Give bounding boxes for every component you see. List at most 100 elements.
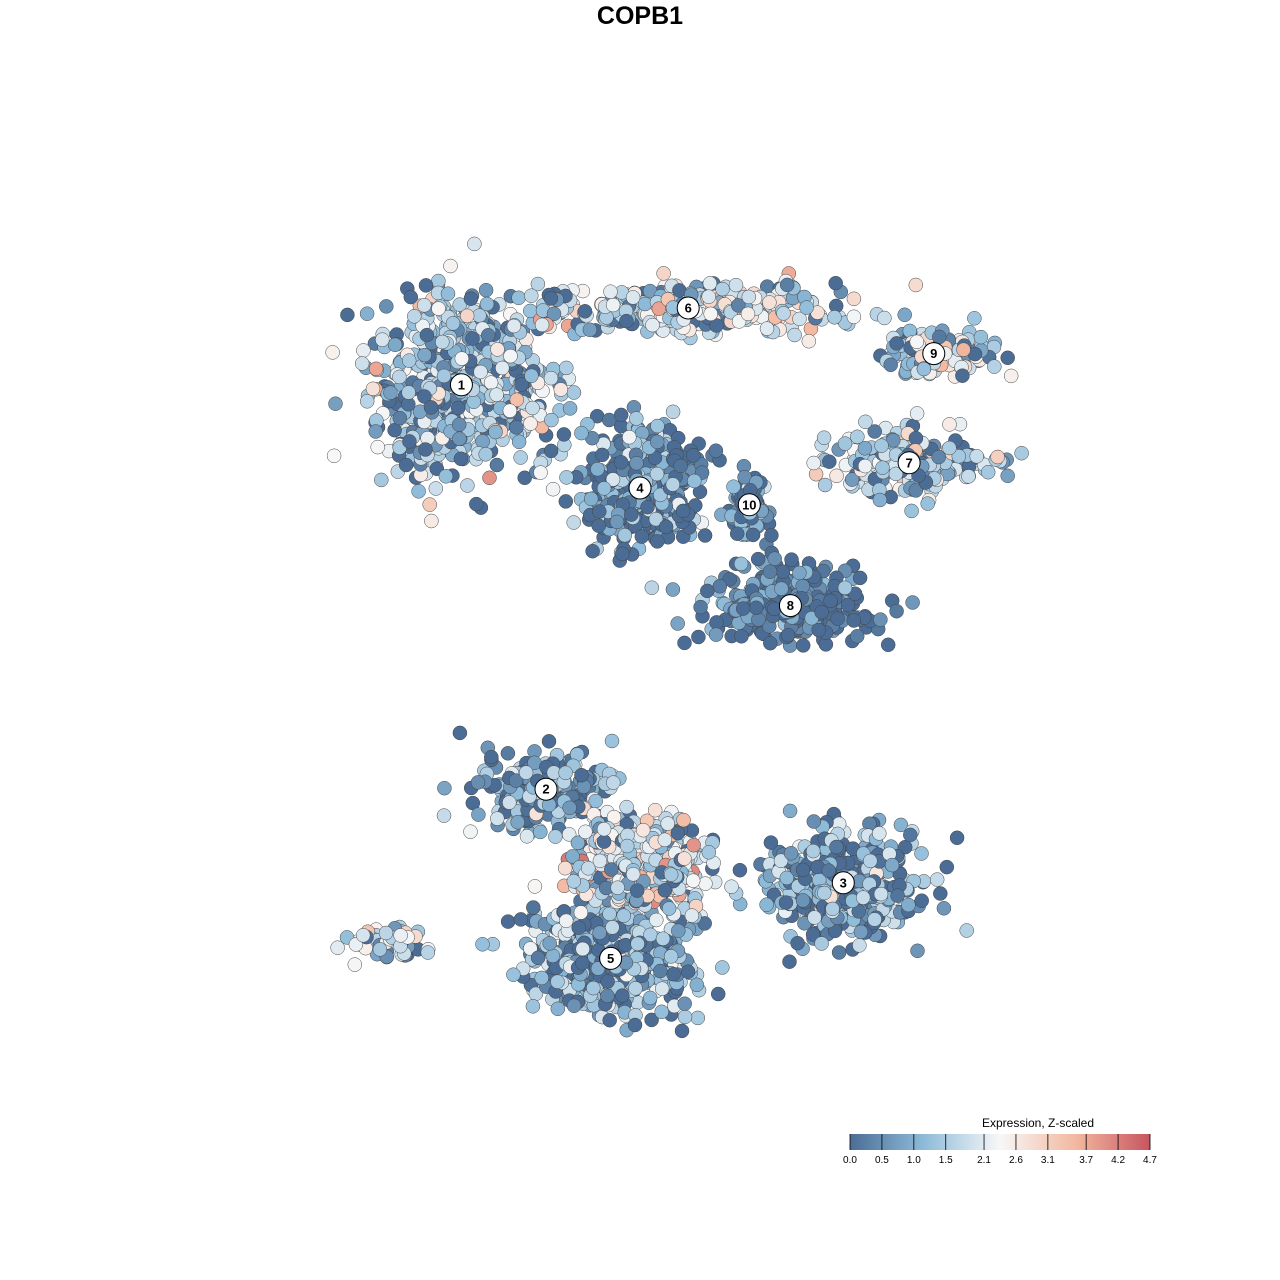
- data-point: [585, 543, 600, 559]
- data-point: [748, 600, 764, 616]
- data-point: [657, 883, 673, 898]
- data-point: [784, 552, 799, 567]
- data-point: [776, 306, 791, 321]
- data-point: [605, 920, 620, 935]
- data-point: [801, 333, 817, 349]
- data-point: [654, 1004, 669, 1020]
- data-point: [670, 616, 685, 631]
- data-point: [378, 925, 394, 941]
- data-point: [513, 912, 529, 927]
- cluster-label-text: 3: [840, 875, 847, 890]
- data-point: [763, 835, 779, 850]
- data-point: [582, 322, 598, 338]
- data-point: [775, 564, 791, 579]
- data-point: [908, 277, 924, 293]
- data-point: [393, 928, 408, 943]
- data-point: [605, 472, 621, 487]
- data-point: [805, 927, 821, 942]
- data-point: [596, 821, 612, 837]
- data-point: [566, 998, 582, 1014]
- data-point: [909, 334, 925, 350]
- data-point: [478, 282, 494, 298]
- data-point: [467, 236, 482, 252]
- data-point: [634, 529, 650, 544]
- data-point: [469, 496, 484, 512]
- data-point: [663, 867, 679, 882]
- data-point: [340, 307, 355, 323]
- data-point: [503, 348, 518, 364]
- data-point: [665, 582, 681, 597]
- data-point: [745, 527, 761, 543]
- data-point: [697, 528, 713, 543]
- data-point: [701, 845, 717, 860]
- data-point: [708, 443, 724, 458]
- data-point: [328, 396, 343, 411]
- data-point: [630, 936, 645, 952]
- data-point: [525, 400, 540, 416]
- data-point: [735, 601, 751, 616]
- legend-tick-label: 4.2: [1111, 1155, 1125, 1166]
- data-point: [655, 931, 671, 946]
- data-point: [732, 862, 748, 878]
- data-point: [619, 313, 634, 329]
- data-point: [420, 945, 436, 960]
- data-point: [401, 353, 417, 368]
- data-point: [559, 360, 574, 376]
- legend-tick-label: 1.0: [907, 1155, 921, 1166]
- data-point: [795, 862, 811, 878]
- data-point: [619, 838, 635, 854]
- data-point: [543, 443, 559, 459]
- data-point: [698, 876, 713, 891]
- data-point: [624, 507, 639, 522]
- data-point: [533, 824, 548, 840]
- data-point: [610, 880, 625, 895]
- data-point: [680, 964, 696, 979]
- data-point: [556, 427, 572, 442]
- data-point: [604, 733, 620, 749]
- data-point: [661, 901, 677, 916]
- data-point: [853, 924, 869, 940]
- data-point: [418, 442, 433, 457]
- cluster-label-1: 1: [449, 373, 473, 397]
- data-point: [436, 808, 452, 823]
- data-point: [613, 455, 629, 470]
- data-point: [814, 604, 829, 620]
- data-point: [600, 988, 615, 1004]
- legend-tick-label: 4.7: [1143, 1155, 1157, 1166]
- data-point: [392, 369, 407, 385]
- data-point: [837, 580, 853, 596]
- color-legend: Expression, Z-scaled 0.0 0.5 1.0 1.5 2.1 2.6 3…: [843, 1116, 1157, 1166]
- data-point: [577, 304, 593, 319]
- data-point: [656, 266, 671, 281]
- data-point: [506, 318, 522, 334]
- data-point: [489, 387, 504, 402]
- data-point: [648, 511, 664, 527]
- data-point: [600, 974, 615, 989]
- data-point: [837, 436, 853, 451]
- data-point: [762, 295, 777, 310]
- data-point: [402, 434, 417, 449]
- data-point: [685, 873, 701, 888]
- data-point: [490, 811, 505, 826]
- data-point: [495, 360, 510, 376]
- data-point: [931, 449, 946, 465]
- data-point: [625, 867, 641, 882]
- data-point: [502, 403, 518, 418]
- data-point: [482, 470, 497, 486]
- data-point: [372, 942, 388, 957]
- data-point: [471, 807, 486, 822]
- data-point: [454, 351, 470, 366]
- data-point: [375, 332, 390, 347]
- data-point: [1014, 445, 1029, 461]
- data-point: [897, 307, 912, 323]
- data-point: [817, 885, 832, 901]
- data-point: [500, 914, 516, 929]
- data-point: [523, 416, 538, 431]
- data-point: [392, 410, 408, 426]
- cluster-label-text: 4: [636, 481, 644, 496]
- data-point: [359, 306, 375, 321]
- data-point: [604, 862, 619, 877]
- chart-title: COPB1: [596, 2, 684, 30]
- data-point: [795, 638, 811, 653]
- data-point: [929, 872, 945, 887]
